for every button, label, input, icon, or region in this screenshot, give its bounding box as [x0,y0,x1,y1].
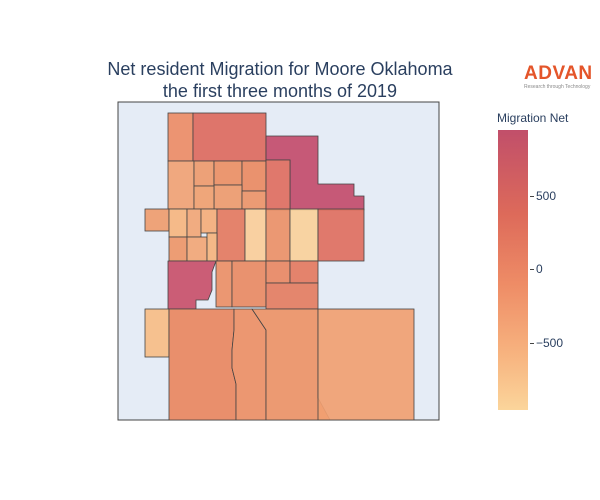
region[interactable] [241,190,267,210]
map-title: Net resident Migration for Moore Oklahom… [60,58,500,102]
region[interactable] [265,282,319,310]
region[interactable] [168,308,237,421]
map-title-line-2: the first three months of 2019 [162,81,398,101]
region[interactable] [289,260,319,284]
region[interactable] [216,208,246,262]
logo-brand-text: ADVAN [524,63,593,84]
region[interactable] [144,308,170,358]
region[interactable] [167,160,195,210]
region[interactable] [167,112,194,162]
region[interactable] [231,260,267,308]
region[interactable] [206,232,218,262]
region-polygons[interactable] [144,112,415,421]
colorbar-tick: −500 [530,337,563,349]
region[interactable] [289,208,319,262]
colorbar-tick: 0 [530,263,543,275]
logo-tagline: Research through Technology [524,84,591,90]
colorbar [498,130,528,410]
region[interactable] [193,185,215,210]
region[interactable] [317,208,365,262]
colorbar-tick-label: 0 [536,262,543,276]
region[interactable] [168,208,188,238]
advan-logo: ADVAN Research through Technology [524,63,600,91]
region[interactable] [265,159,291,211]
region[interactable] [192,112,267,162]
colorbar-title: Migration Net [497,111,569,125]
region[interactable] [317,308,415,421]
region[interactable] [144,208,170,232]
region[interactable] [265,208,291,262]
region[interactable] [213,184,243,210]
colorbar-tick: 500 [530,190,556,202]
region[interactable] [241,160,267,192]
region[interactable] [168,236,188,262]
region[interactable] [193,160,215,187]
region[interactable] [231,308,267,421]
map-title-line-1: Net resident Migration for Moore Oklahom… [107,59,453,79]
region[interactable] [265,260,291,284]
region[interactable] [244,208,267,262]
region[interactable] [215,260,233,308]
region[interactable] [186,208,202,238]
region[interactable] [213,160,243,186]
colorbar-tick-label: 500 [536,189,557,203]
region[interactable] [200,208,218,234]
colorbar-tick-label: −500 [536,336,564,350]
region[interactable] [186,236,208,262]
